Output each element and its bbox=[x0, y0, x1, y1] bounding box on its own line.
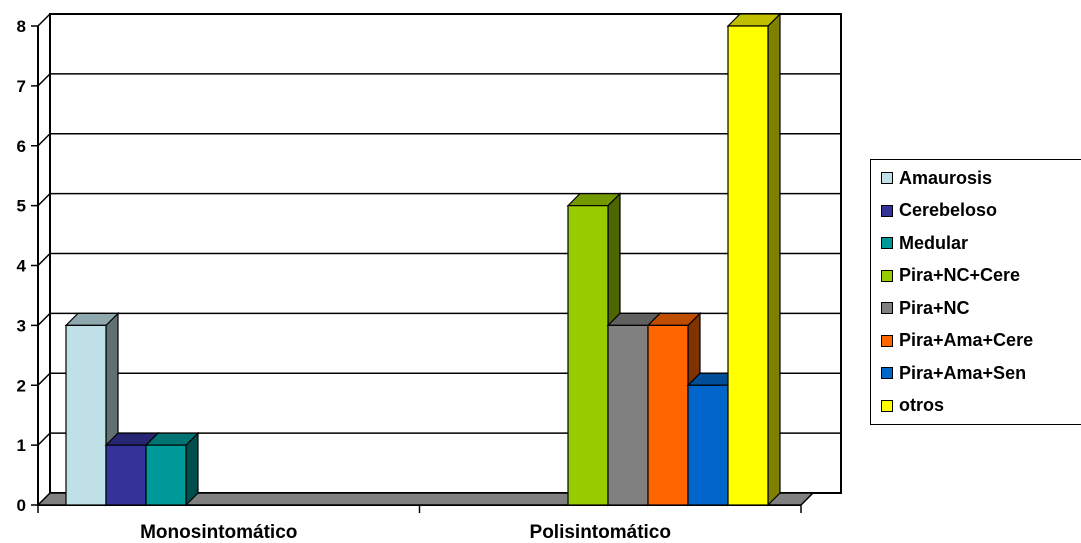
y-tick-label: 7 bbox=[17, 77, 26, 96]
y-tick-label: 0 bbox=[17, 496, 26, 515]
legend-swatch bbox=[881, 172, 893, 184]
bar-medular bbox=[144, 431, 200, 507]
legend-item: Pira+Ama+Sen bbox=[881, 362, 1026, 384]
legend-item: Pira+NC bbox=[881, 297, 970, 319]
gridline-diagonal bbox=[37, 432, 51, 446]
gridline-diagonal bbox=[37, 312, 51, 326]
bar-front bbox=[65, 324, 107, 506]
legend-item: Cerebeloso bbox=[881, 200, 997, 222]
legend-label: otros bbox=[899, 395, 944, 415]
legend-label: Pira+Ama+Sen bbox=[899, 362, 1027, 383]
y-tick-label: 6 bbox=[17, 137, 26, 156]
legend-swatch bbox=[881, 237, 893, 249]
legend-swatch bbox=[881, 204, 893, 217]
y-tick-label: 4 bbox=[17, 257, 27, 276]
bar-front bbox=[727, 25, 769, 506]
legend-item: Amaurosis bbox=[881, 167, 992, 189]
y-tick-label: 1 bbox=[17, 436, 26, 455]
bars-group bbox=[64, 12, 782, 507]
bar-front bbox=[105, 444, 147, 506]
chart-back-wall bbox=[37, 13, 842, 494]
legend-swatch bbox=[881, 302, 893, 314]
gridline-diagonal bbox=[37, 13, 51, 27]
legend-swatch bbox=[881, 399, 893, 412]
bar-front bbox=[567, 205, 609, 506]
gridline-diagonal bbox=[37, 73, 51, 87]
gridline-diagonal bbox=[37, 252, 51, 267]
bar-otros bbox=[726, 12, 782, 507]
gridline-diagonal bbox=[37, 133, 51, 147]
x-category-label: Monosintomático bbox=[140, 522, 297, 543]
legend-item: Medular bbox=[881, 232, 968, 254]
legend-label: Pira+Ama+Cere bbox=[899, 330, 1034, 350]
legend-label: Medular bbox=[899, 232, 969, 253]
bar-side bbox=[767, 12, 781, 507]
legend-label: Pira+NC bbox=[899, 297, 970, 318]
gridline-diagonal bbox=[37, 372, 51, 386]
legend-item: Pira+NC+Cere bbox=[881, 265, 1020, 287]
legend-swatch bbox=[881, 367, 893, 379]
y-tick-label: 5 bbox=[17, 197, 26, 216]
y-tick-label: 3 bbox=[17, 316, 26, 335]
bar-front bbox=[647, 324, 689, 506]
bar-front bbox=[607, 324, 649, 506]
legend: Amaurosis Cerebeloso Medular Pira+NC+Cere Pi… bbox=[870, 159, 1081, 425]
legend-item: otros bbox=[881, 395, 944, 417]
y-tick-label: 2 bbox=[17, 376, 26, 395]
legend-swatch bbox=[881, 269, 893, 282]
bar-front bbox=[145, 444, 187, 506]
legend-label: Cerebeloso bbox=[899, 200, 998, 220]
y-tick-label: 8 bbox=[17, 17, 26, 36]
legend-item: Pira+Ama+Cere bbox=[881, 330, 1033, 352]
legend-label: Pira+NC+Cere bbox=[899, 265, 1021, 285]
legend-swatch bbox=[881, 334, 893, 347]
legend-label: Amaurosis bbox=[899, 167, 993, 188]
x-axis-labels: Monosintomático Polisintomático bbox=[140, 522, 671, 543]
bar-front bbox=[687, 384, 729, 506]
gridline-diagonal bbox=[37, 193, 51, 207]
x-category-label: Polisintomático bbox=[530, 522, 671, 543]
